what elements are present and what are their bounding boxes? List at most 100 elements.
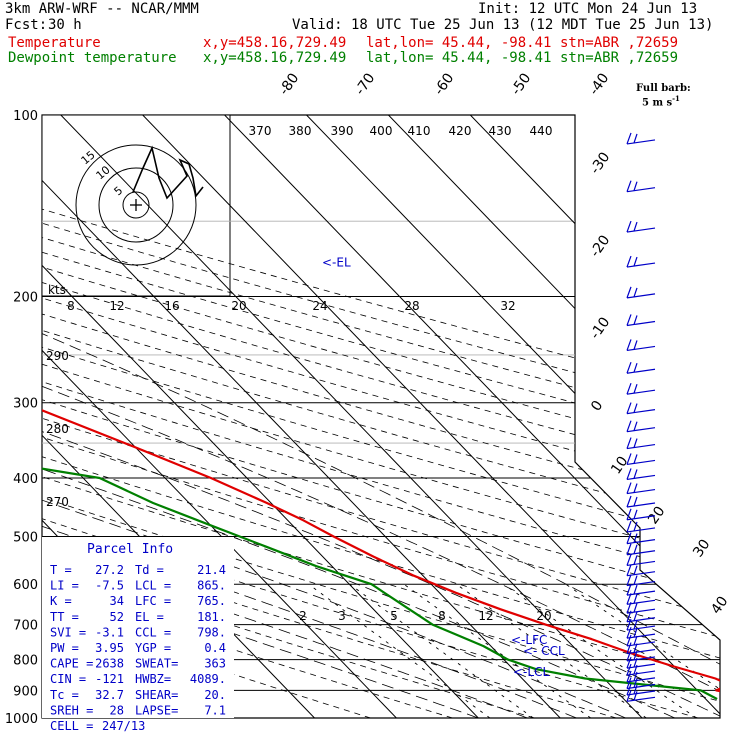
wind-barb-flag — [633, 340, 638, 350]
isotherm — [42, 115, 479, 718]
parcel-key: CAPE = — [50, 657, 93, 671]
wind-barb-flag — [633, 483, 638, 493]
temperature-legend-label: Temperature — [8, 35, 101, 51]
dry-adiabat — [42, 115, 720, 718]
wind-barb-flag — [626, 618, 632, 631]
parcel-key: LCL = — [135, 579, 171, 593]
wind-barb-flag — [633, 133, 638, 144]
isotherm-label: 30 — [690, 537, 713, 561]
isotherm-label: -50 — [508, 70, 534, 98]
wind-barb-staff — [626, 443, 656, 450]
mixing-ratio-label: 12 — [478, 609, 493, 623]
pressure-tick-100: 100 — [13, 109, 38, 124]
mixing-ratio-line — [349, 583, 534, 718]
kts-tick: 28 — [404, 299, 419, 313]
wind-barb-flag — [626, 314, 632, 326]
pressure-tick-900: 900 — [13, 684, 38, 699]
wind-barb-staff — [626, 293, 656, 299]
pressure-tick-400: 400 — [13, 472, 38, 487]
parcel-value: 2638 — [95, 657, 124, 671]
parcel-cell-value: 247/13 — [102, 719, 145, 733]
wind-barb-staff — [626, 187, 656, 193]
wind-barb-flag — [633, 619, 638, 630]
isotherm — [42, 115, 561, 718]
wind-barb-staff — [626, 656, 656, 662]
hodograph-ring — [75, 144, 197, 266]
dry-adiabat — [42, 115, 453, 718]
wind-barb-staff — [626, 617, 656, 623]
wind-barb-flag — [633, 602, 638, 613]
wind-barb-flag — [626, 286, 632, 299]
isotherm — [60, 115, 643, 718]
wind-barb-staff — [626, 670, 656, 676]
wind-barb-flag — [633, 671, 638, 682]
wind-barb-flag — [633, 521, 638, 532]
valid-time: Valid: 18 UTC Tue 25 Jun 13 (12 MDT Tue … — [292, 17, 714, 33]
parcel-value: 4089. — [190, 672, 226, 686]
wind-barb-flag — [626, 583, 632, 596]
isotherm — [306, 115, 720, 718]
wind-barb-staff — [626, 368, 656, 374]
wind-barb-staff — [626, 580, 656, 587]
isotherm — [142, 115, 720, 718]
parcel-value: 27.2 — [95, 563, 124, 577]
wind-barb-flag — [633, 533, 638, 543]
wind-barb-flag — [626, 564, 632, 576]
mixing-ratio-line — [456, 583, 647, 718]
wind-barb-staff — [626, 696, 656, 702]
wind-barb-staff — [626, 677, 656, 683]
wind-barb-flag — [626, 508, 632, 520]
wind-barb-flag — [626, 656, 632, 669]
moist-adiabat — [42, 220, 720, 718]
parcel-value: 21.4 — [197, 563, 226, 577]
theta-e-label: 410 — [408, 124, 431, 138]
theta-e-label: 400 — [370, 124, 393, 138]
barb-legend-line1: Full barb: — [636, 83, 691, 94]
mixing-ratio-label: 8 — [438, 609, 446, 623]
wind-barb-staff — [626, 139, 656, 145]
wind-barb-flag — [626, 642, 632, 654]
dry-adiabat — [42, 115, 720, 718]
parcel-value: 363 — [204, 657, 226, 671]
dewpoint-latlon: lat,lon= 45.44, -98.41 — [366, 50, 552, 66]
isotherm-label: 20 — [645, 504, 668, 528]
parcel-key: EL = — [135, 610, 164, 624]
parcel-cell-label: CELL = — [50, 719, 93, 733]
dry-adiabat — [42, 115, 720, 718]
parcel-key: Td = — [135, 563, 164, 577]
wind-barb-flag — [626, 255, 632, 268]
wind-barb-staff — [626, 539, 656, 545]
moist-adiabat — [42, 220, 720, 718]
pressure-tick-500: 500 — [13, 530, 38, 545]
mixing-ratio-label: 20 — [536, 609, 551, 623]
wind-barb-flag — [626, 663, 632, 676]
wind-barb-flag — [626, 610, 632, 622]
wind-barb-flag — [626, 468, 632, 480]
forecast-hour: 30 h — [48, 17, 82, 33]
wind-barb-flag — [626, 634, 632, 647]
wind-barb-staff — [626, 560, 656, 567]
kts-tick: 16 — [164, 299, 179, 313]
mixing-ratio-label: 5 — [390, 609, 398, 623]
wind-barb-flag — [626, 677, 632, 689]
wind-barb-staff — [626, 345, 656, 352]
parcel-value: 32.7 — [95, 688, 124, 702]
wind-barb-flag — [633, 627, 638, 638]
parcel-key: YGP = — [135, 641, 171, 655]
dewpoint-legend-label: Dewpoint temperature — [8, 50, 177, 66]
wind-barb-flag — [633, 691, 638, 701]
wind-barb-flag — [633, 256, 638, 267]
wind-barb-flag — [633, 555, 638, 565]
wind-barb-staff — [626, 663, 656, 669]
parcel-value: -121 — [95, 672, 124, 686]
isotherm-label: -80 — [276, 70, 302, 98]
wind-barb-flag — [626, 683, 632, 696]
theta-e-label: 420 — [449, 124, 472, 138]
init-time: Init: 12 UTC Mon 24 Jun 13 — [478, 1, 698, 17]
parcel-value: 798. — [197, 625, 226, 639]
isotherm-label: -70 — [352, 70, 378, 98]
wind-barb-flag — [633, 664, 638, 675]
wind-barbs — [626, 132, 656, 702]
wind-barb-flag — [626, 601, 632, 614]
theta-e-label: 440 — [530, 124, 553, 138]
